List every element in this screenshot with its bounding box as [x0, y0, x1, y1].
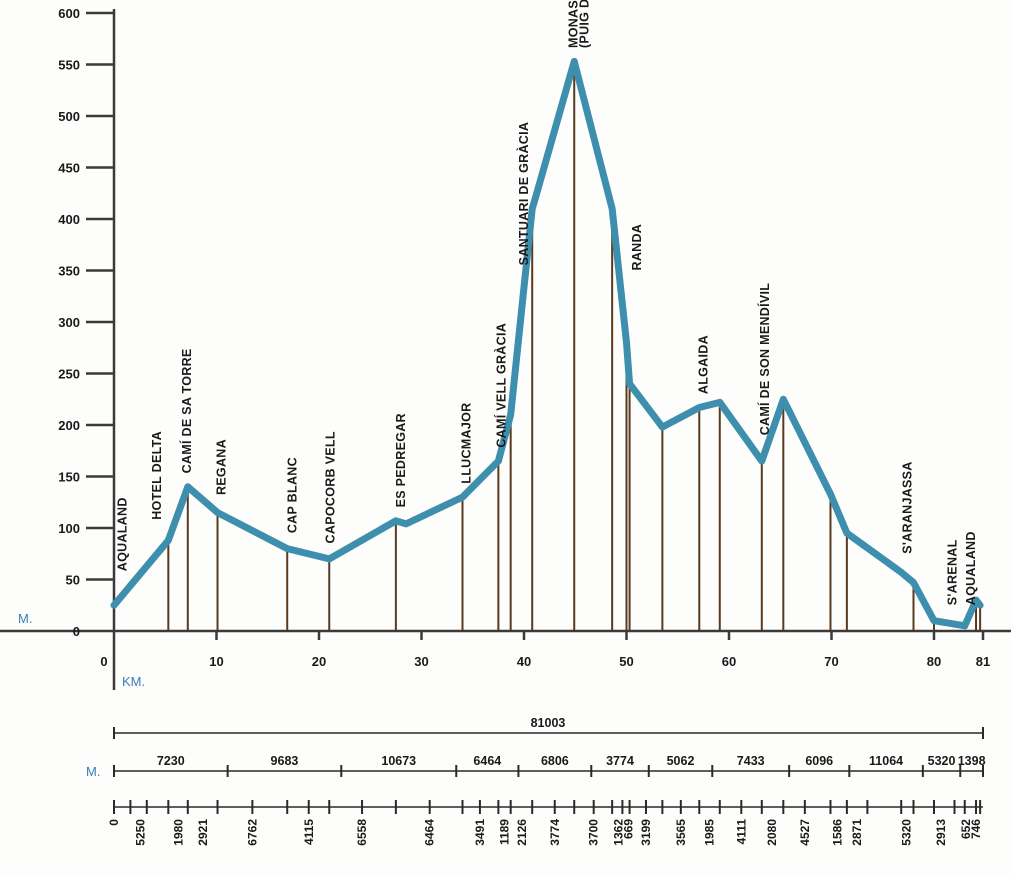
segment-label: 6806	[541, 754, 569, 768]
subsegment-label: 652	[959, 819, 973, 839]
segment-label: 6464	[473, 754, 501, 768]
place-label: AQUALAND	[964, 531, 978, 605]
y-tick-label: 50	[66, 573, 80, 588]
subsegment-label: 6558	[355, 819, 369, 846]
segment-label: 5320	[928, 754, 956, 768]
place-label: AQUALAND	[115, 497, 129, 571]
subsegment-label: 1985	[703, 819, 717, 846]
subsegment-label: 5250	[134, 819, 148, 846]
x-tick-label: 40	[517, 654, 531, 669]
x-tick-label: 10	[209, 654, 223, 669]
x-tick-label: 81	[976, 654, 990, 669]
subsegment-label: 1980	[172, 819, 186, 846]
subsegment-label: 2921	[196, 819, 210, 846]
y-tick-label: 200	[58, 418, 80, 433]
subsegment-label: 3565	[674, 819, 688, 846]
place-label: S'ARENAL	[946, 539, 960, 605]
x-tick-label: 30	[414, 654, 428, 669]
subsegment-label: 669	[622, 819, 636, 839]
x-tick-label: 60	[722, 654, 736, 669]
x-tick-label: 80	[927, 654, 941, 669]
subsegment-label: 2913	[934, 819, 948, 846]
place-label: HOTEL DELTA	[150, 431, 164, 520]
place-label: ES PEDREGAR	[394, 413, 408, 507]
y-tick-label: 250	[58, 367, 80, 382]
subsegment-label: 3491	[473, 819, 487, 846]
segment-label: 11064	[869, 754, 903, 768]
subsegment-label: 0	[107, 819, 121, 826]
distance-unit-label: M.	[86, 764, 100, 779]
subsegment-label: 6762	[245, 819, 259, 846]
place-label: CAP BLANC	[285, 457, 299, 533]
x-tick-label: 20	[312, 654, 326, 669]
y-tick-label: 350	[58, 264, 80, 279]
segment-label: 6096	[805, 754, 833, 768]
segment-label: 1398	[958, 754, 986, 768]
place-label: CAMÍ DE SON MENDÍVIL	[757, 283, 772, 436]
place-label: CAMÍ VELL GRÀCIA	[494, 323, 509, 448]
x-tick-label: 0	[100, 654, 107, 669]
subsegment-label: 1362	[611, 819, 625, 846]
x-tick-label: 70	[824, 654, 838, 669]
subsegment-label: 4527	[798, 819, 812, 846]
segment-label: 10673	[381, 754, 416, 768]
subsegment-label: 2871	[850, 819, 864, 846]
subsegment-label: 746	[969, 819, 983, 839]
subsegment-label: 6464	[423, 819, 437, 846]
y-tick-label: 550	[58, 58, 80, 73]
y-unit-label: M.	[18, 611, 32, 626]
y-tick-label: 150	[58, 470, 80, 485]
place-label: CAPOCORB VELL	[323, 431, 337, 543]
subsegment-label: 1586	[831, 819, 845, 846]
y-tick-label: 300	[58, 315, 80, 330]
y-tick-label: 450	[58, 161, 80, 176]
subsegment-label: 3774	[548, 819, 562, 846]
subsegment-label: 2080	[765, 819, 779, 846]
place-label: REGANA	[215, 439, 229, 495]
place-label: MONASTERI DE CURA	[566, 0, 580, 48]
subsegment-label: 1189	[498, 819, 512, 845]
y-tick-label: 600	[58, 6, 80, 21]
subsegment-label: 3700	[587, 819, 601, 846]
x-tick-label: 50	[619, 654, 633, 669]
y-tick-label: 500	[58, 109, 80, 124]
place-label: S'ARANJASSA	[900, 461, 914, 553]
segment-label: 9683	[271, 754, 299, 768]
subsegment-label: 5320	[899, 819, 913, 846]
segment-label: 7230	[157, 754, 185, 768]
subsegment-label: 4111	[734, 819, 748, 845]
place-label: (PUIG DE RANDA)	[578, 0, 592, 48]
subsegment-label: 4115	[302, 819, 316, 845]
y-tick-label: 100	[58, 521, 80, 536]
segment-label: 7433	[737, 754, 765, 768]
subsegment-label: 2126	[515, 819, 529, 846]
place-label: ALGAIDA	[696, 335, 710, 394]
place-label: LLUCMAJOR	[460, 403, 474, 484]
profile-line	[110, 57, 984, 630]
place-label: SANTUARI DE GRÀCIA	[516, 122, 531, 266]
segment-label: 3774	[606, 754, 634, 768]
place-label: RANDA	[630, 224, 644, 271]
y-tick-label: 400	[58, 212, 80, 227]
y-tick-label: 0	[73, 624, 80, 639]
subsegment-label: 3199	[639, 819, 653, 846]
place-label: CAMÍ DE SA TORRE	[179, 348, 194, 473]
total-distance-label: 81003	[531, 716, 566, 730]
x-unit-label: KM.	[122, 674, 145, 689]
segment-label: 5062	[667, 754, 695, 768]
